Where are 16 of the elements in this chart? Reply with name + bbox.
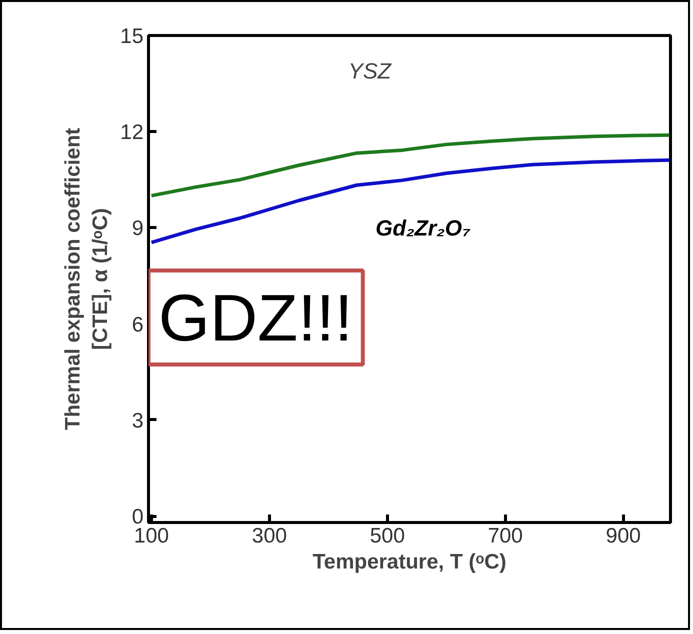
y-tick-label: 12 <box>120 121 144 144</box>
x-tick-label: 300 <box>252 524 287 548</box>
y-tick-label: 6 <box>132 313 144 336</box>
y-tick-label: 3 <box>132 409 144 432</box>
y-tick-label: 15 <box>120 25 144 48</box>
annotation: GDZ!!! <box>158 280 353 354</box>
annotation: Gd₂Zr₂O₇ <box>376 216 471 241</box>
line-series <box>150 158 670 244</box>
x-axis-title: Temperature, T (ᵒC) <box>312 550 506 574</box>
y-tick-label: 9 <box>132 217 144 240</box>
x-tick-label: 500 <box>370 524 405 548</box>
x-tick-label: 900 <box>606 524 641 548</box>
y-axis-title: Thermal expansion coefficient [CTE], α (1/ᵒC) <box>62 128 112 430</box>
x-tick-label: 700 <box>488 524 523 548</box>
line-series <box>150 133 670 198</box>
annotation: YSZ <box>348 58 393 84</box>
